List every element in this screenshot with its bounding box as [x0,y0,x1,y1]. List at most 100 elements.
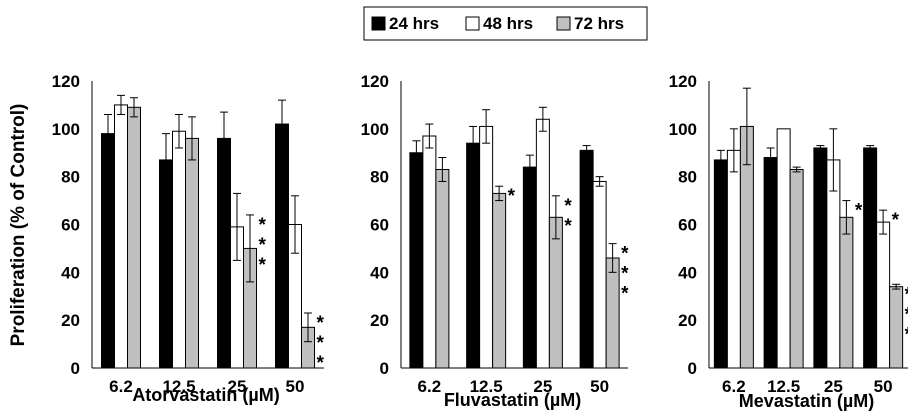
y-tick-label-60: 60 [61,216,80,235]
y-tick-label-80: 80 [678,168,697,187]
y-tick-label-120: 120 [361,72,389,91]
bar-72-hrs-50 [889,286,904,369]
asterisk: * [621,244,629,265]
asterisk: * [905,324,908,345]
asterisk: * [855,201,863,222]
bar-72-hrs-12-5 [492,192,507,369]
x-tick-label-50: 50 [590,377,609,396]
y-tick-label-20: 20 [370,311,389,330]
y-tick-label-40: 40 [370,263,389,282]
bar-48-hrs-50 [592,180,607,369]
legend: 24 hrs 48 hrs 72 hrs [363,6,648,41]
legend-label-48hrs: 48 hrs [483,14,533,33]
bar-48-hrs-50 [876,221,891,369]
asterisk: * [317,313,325,334]
bar-24-hrs-25 [217,137,231,369]
legend-swatch-72hrs [556,16,571,31]
bar-24-hrs-50 [275,123,289,369]
bar-48-hrs-12-5 [172,130,186,369]
bar-24-hrs-50 [579,149,594,369]
legend-label-24hrs: 24 hrs [389,14,439,33]
asterisk: * [905,304,908,325]
legend-item-24hrs: 24 hrs [371,14,439,33]
bar-24-hrs-6-2 [713,159,728,369]
bar-72-hrs-12-5 [789,168,804,369]
legend-frame [363,6,648,41]
bar-24-hrs-12-5 [466,142,481,369]
y-tick-label-120: 120 [669,72,697,91]
bar-72-hrs-25 [839,216,854,369]
bar-24-hrs-50 [863,147,878,369]
significance-marker-72-hrs-12-5: * [508,186,516,207]
asterisk: * [564,216,572,237]
y-tick-label-120: 120 [52,72,80,91]
asterisk: * [259,235,267,256]
x-axis-title: Mevastatin (µM) [739,391,874,411]
y-tick-label-80: 80 [370,168,389,187]
bar-72-hrs-6-2 [127,106,141,369]
x-tick-label-50: 50 [286,377,305,396]
significance-marker-72-hrs-50: *** [621,244,629,305]
y-axis-title: Proliferation (% of Control) [8,104,29,347]
x-tick-label-12-5: 12.5 [470,377,503,396]
y-tick-label-100: 100 [361,120,389,139]
asterisk: * [259,215,267,236]
legend-label-72hrs: 72 hrs [574,14,624,33]
asterisk: * [259,255,267,276]
y-tick-label-20: 20 [678,311,697,330]
bar-72-hrs-25 [548,216,563,369]
y-tick-label-60: 60 [678,216,697,235]
bar-72-hrs-12-5 [185,137,199,369]
y-tick-label-0: 0 [688,359,697,378]
asterisk: * [892,210,900,231]
significance-marker-48-hrs-50: * [892,210,900,231]
significance-marker-72-hrs-50: *** [317,313,325,374]
asterisk: * [564,196,572,217]
x-tick-label-25: 25 [228,377,247,396]
significance-marker-72-hrs-25: *** [259,215,267,276]
asterisk: * [317,333,325,354]
bar-48-hrs-12-5 [479,125,494,369]
bar-48-hrs-6-2 [422,135,437,369]
bar-72-hrs-6-2 [435,168,450,369]
x-tick-label-25: 25 [824,377,843,396]
x-tick-label-12-5: 12.5 [162,377,195,396]
bar-48-hrs-6-2 [114,104,128,369]
bar-48-hrs-25 [535,118,550,369]
bar-48-hrs-6-2 [726,149,741,369]
x-tick-label-6-2: 6.2 [418,377,442,396]
bar-24-hrs-12-5 [763,157,778,369]
asterisk: * [508,186,516,207]
y-tick-label-40: 40 [678,263,697,282]
y-tick-label-40: 40 [61,263,80,282]
significance-marker-72-hrs-25: * [855,201,863,222]
y-tick-label-20: 20 [61,311,80,330]
x-tick-label-6-2: 6.2 [722,377,746,396]
mevastatin-panel: 020406080100120*****6.212.52550Mevastati… [669,72,908,411]
asterisk: * [621,264,629,285]
bar-24-hrs-6-2 [409,152,424,369]
bar-72-hrs-50 [605,257,620,369]
y-tick-label-0: 0 [71,359,80,378]
significance-marker-72-hrs-25: ** [564,196,572,237]
legend-swatch-24hrs [371,16,386,31]
x-tick-label-50: 50 [874,377,893,396]
bar-24-hrs-25 [522,166,537,369]
bar-24-hrs-12-5 [159,159,173,369]
asterisk: * [905,284,908,305]
x-tick-label-12-5: 12.5 [767,377,800,396]
asterisk: * [621,284,629,305]
bar-48-hrs-12-5 [776,128,791,369]
x-tick-label-25: 25 [533,377,552,396]
significance-marker-72-hrs-50: *** [905,284,908,345]
legend-swatch-48hrs [465,16,480,31]
bar-24-hrs-6-2 [101,133,115,369]
y-tick-label-0: 0 [380,359,389,378]
asterisk: * [317,353,325,374]
x-tick-label-6-2: 6.2 [109,377,133,396]
bar-24-hrs-25 [813,147,828,369]
y-tick-label-60: 60 [370,216,389,235]
